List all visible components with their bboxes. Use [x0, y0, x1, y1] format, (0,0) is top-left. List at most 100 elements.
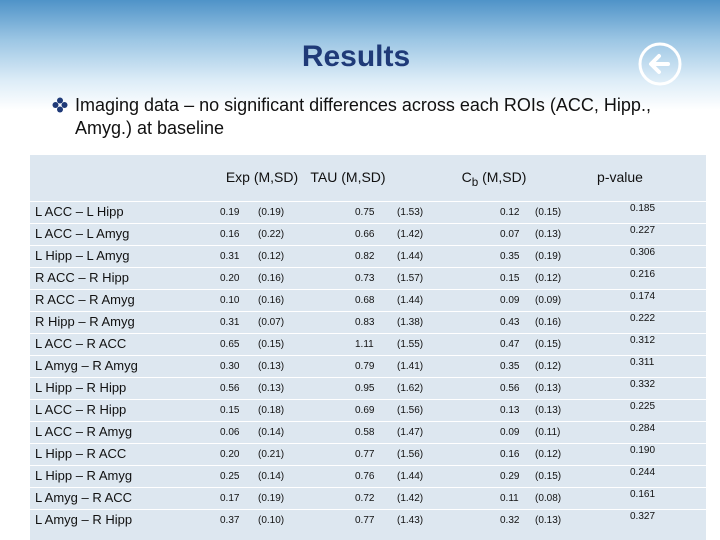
cell-value: 0.31	[220, 251, 240, 262]
cell-value: 0.35	[500, 361, 520, 372]
cell-value: (1.41)	[397, 361, 424, 372]
cell-value: (0.15)	[535, 471, 562, 482]
row-divider	[30, 487, 706, 488]
row-label: R ACC – R Amyg	[35, 292, 135, 307]
row-label: L Hipp – R Hipp	[35, 380, 127, 395]
cell-value: 0.30	[220, 361, 240, 372]
cell-value: 0.16	[500, 449, 520, 460]
p-value: 0.222	[630, 313, 656, 324]
column-header: p-value	[530, 169, 710, 185]
cell-value: 0.35	[500, 251, 520, 262]
p-value: 0.244	[630, 467, 656, 478]
cell-value: (0.14)	[258, 427, 285, 438]
header-text: TAU (M,SD)	[310, 169, 386, 185]
cell-value: 0.15	[220, 405, 240, 416]
cell-value: 0.75	[355, 207, 375, 218]
p-value: 0.185	[630, 203, 656, 214]
header-text: p-value	[597, 169, 643, 185]
row-label: L ACC – L Hipp	[35, 204, 124, 219]
row-divider	[30, 267, 706, 268]
cell-value: 0.72	[355, 493, 375, 504]
cell-value: 0.06	[220, 427, 240, 438]
cell-value: (1.38)	[397, 317, 424, 328]
cell-value: 0.09	[500, 295, 520, 306]
cell-value: 0.56	[500, 383, 520, 394]
cell-value: 0.82	[355, 251, 375, 262]
row-label: L Hipp – R Amyg	[35, 468, 133, 483]
cell-value: (1.53)	[397, 207, 424, 218]
cell-value: 0.19	[220, 207, 240, 218]
p-value: 0.216	[630, 269, 656, 280]
cell-value: (0.14)	[258, 471, 285, 482]
cell-value: 0.17	[220, 493, 240, 504]
p-value: 0.306	[630, 247, 656, 258]
cell-value: (0.13)	[258, 383, 285, 394]
cell-value: 0.09	[500, 427, 520, 438]
cell-value: (1.47)	[397, 427, 424, 438]
p-value: 0.311	[630, 357, 655, 368]
row-divider	[30, 355, 706, 356]
cell-value: 0.37	[220, 515, 240, 526]
p-value: 0.225	[630, 401, 656, 412]
cell-value: 0.15	[500, 273, 520, 284]
p-value: 0.174	[630, 291, 656, 302]
cell-value: (0.13)	[535, 229, 562, 240]
row-label: L Amyg – R ACC	[35, 490, 133, 505]
row-label: R ACC – R Hipp	[35, 270, 129, 285]
bullet-text: Imaging data – no significant difference…	[75, 95, 651, 138]
cell-value: 0.47	[500, 339, 520, 350]
row-divider	[30, 421, 706, 422]
cell-value: 0.43	[500, 317, 520, 328]
row-label: L ACC – R Hipp	[35, 402, 127, 417]
cell-value: (0.15)	[258, 339, 285, 350]
cell-value: (0.19)	[535, 251, 562, 262]
next-button[interactable]	[636, 40, 684, 88]
bullet-icon	[52, 97, 68, 113]
cell-value: 0.20	[220, 449, 240, 460]
cell-value: (0.13)	[258, 361, 285, 372]
cell-value: 0.95	[355, 383, 375, 394]
cell-value: (0.08)	[535, 493, 562, 504]
cell-value: 0.65	[220, 339, 240, 350]
row-label: L Hipp – L Amyg	[35, 248, 130, 263]
cell-value: (0.13)	[535, 383, 562, 394]
slide-title: Results	[301, 40, 411, 73]
column-header: TAU (M,SD)	[258, 169, 438, 185]
cell-value: (0.12)	[535, 361, 562, 372]
cell-value: 0.16	[220, 229, 240, 240]
header-subscript: b	[471, 175, 479, 189]
row-divider	[30, 443, 706, 444]
row-divider	[30, 399, 706, 400]
p-value: 0.332	[630, 379, 656, 390]
row-divider	[30, 333, 706, 334]
header-text: Exp (M,SD)	[225, 169, 299, 185]
cell-value: (1.57)	[397, 273, 424, 284]
p-value: 0.227	[630, 225, 656, 236]
row-label: L Hipp – R ACC	[35, 446, 127, 461]
cell-value: 0.77	[355, 515, 375, 526]
cell-value: (1.42)	[397, 229, 424, 240]
cell-value: 0.73	[355, 273, 375, 284]
cell-value: 0.69	[355, 405, 375, 416]
cell-value: (1.56)	[397, 405, 424, 416]
cell-value: 0.56	[220, 383, 240, 394]
data-table: Exp (M,SD) TAU (M,SD) Cb (M,SD) p-value L AC…	[30, 155, 706, 540]
row-divider	[30, 223, 706, 224]
cell-value: 0.79	[355, 361, 375, 372]
row-label: L ACC – R Amyg	[35, 424, 133, 439]
cell-value: 0.58	[355, 427, 375, 438]
cell-value: (1.43)	[397, 515, 424, 526]
cell-value: 0.20	[220, 273, 240, 284]
cell-value: (0.16)	[258, 295, 285, 306]
row-label: L ACC – R ACC	[35, 336, 127, 351]
column-header: Exp (M,SD)	[172, 169, 352, 185]
cell-value: 0.07	[500, 229, 520, 240]
cell-value: 0.12	[500, 207, 520, 218]
header-text: (M,SD)	[478, 169, 527, 185]
header-text: C	[461, 169, 472, 185]
cell-value: (0.12)	[258, 251, 285, 262]
row-divider	[30, 201, 706, 202]
column-header: Cb (M,SD)	[404, 169, 584, 189]
cell-value: 0.66	[355, 229, 375, 240]
